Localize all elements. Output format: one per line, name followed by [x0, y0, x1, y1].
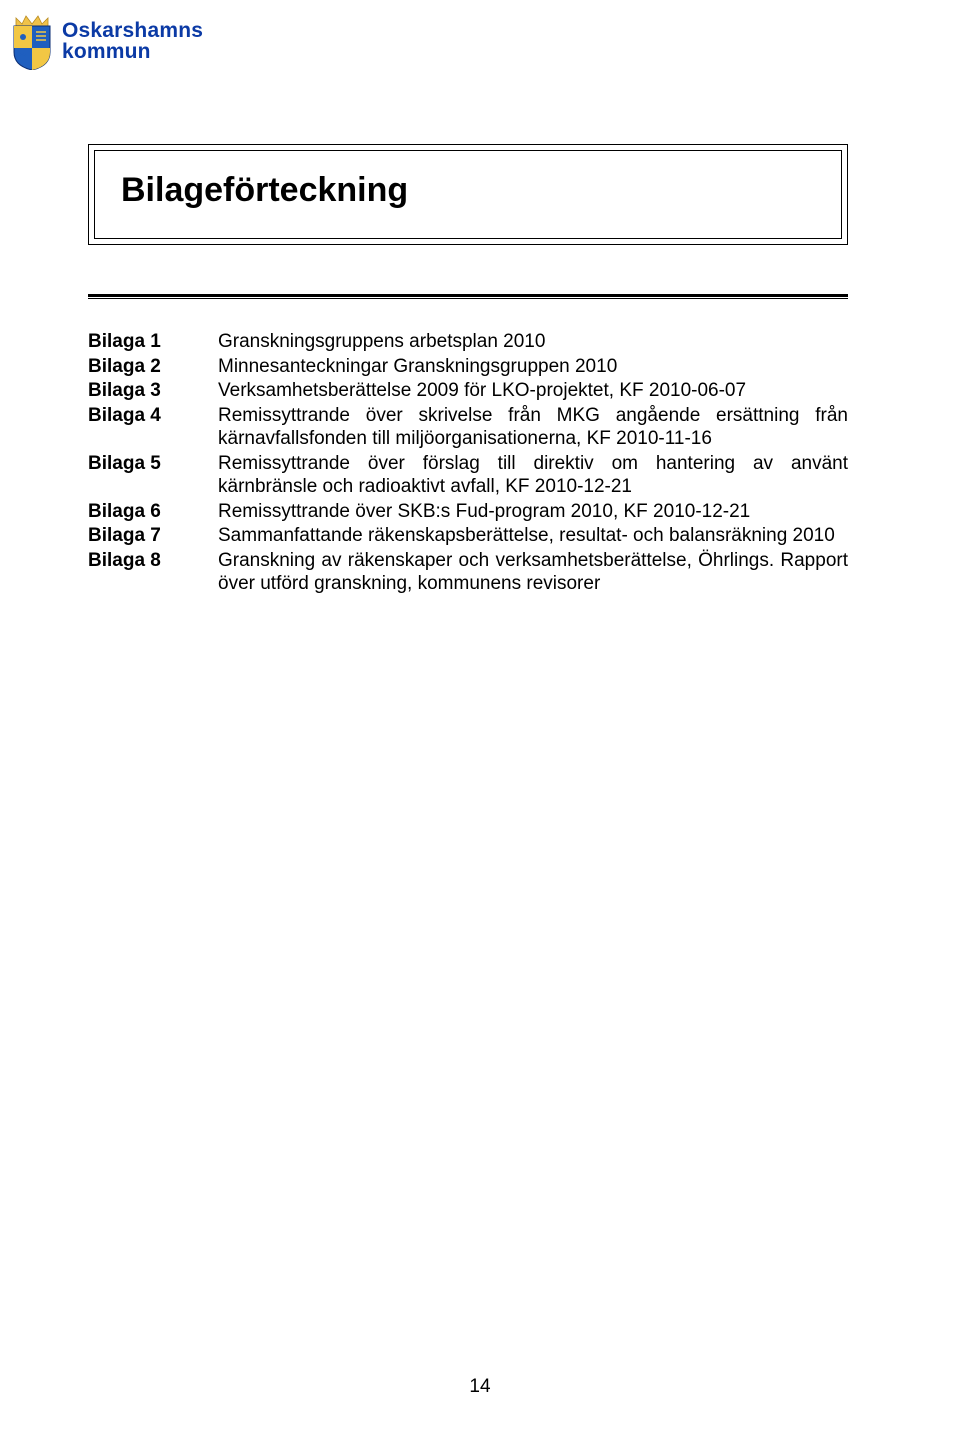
- item-text: Remissyttrande över SKB:s Fud-program 20…: [218, 500, 848, 524]
- item-text: Verksamhetsberättelse 2009 för LKO-proje…: [218, 379, 848, 403]
- list-item: Bilaga 6 Remissyttrande över SKB:s Fud-p…: [88, 500, 848, 524]
- item-text: Sammanfattande räkenskapsberättelse, res…: [218, 524, 848, 548]
- item-label: Bilaga 7: [88, 524, 218, 548]
- page-title: Bilageförteckning: [121, 171, 815, 210]
- item-label: Bilaga 3: [88, 379, 218, 403]
- list-item: Bilaga 8 Granskning av räkenskaper och v…: [88, 549, 848, 596]
- divider-thin: [88, 298, 848, 299]
- list-item: Bilaga 2 Minnesanteckningar Granskningsg…: [88, 355, 848, 379]
- list-item: Bilaga 3 Verksamhetsberättelse 2009 för …: [88, 379, 848, 403]
- document-page: Oskarshamns kommun Bilageförteckning Bil…: [0, 0, 960, 1442]
- item-label: Bilaga 8: [88, 549, 218, 573]
- item-label: Bilaga 5: [88, 452, 218, 476]
- item-text: Granskningsgruppens arbetsplan 2010: [218, 330, 848, 354]
- item-label: Bilaga 4: [88, 404, 218, 428]
- title-box-inner: Bilageförteckning: [94, 150, 842, 239]
- divider-thick: [88, 294, 848, 297]
- municipality-logo: Oskarshamns kommun: [8, 12, 203, 70]
- item-label: Bilaga 1: [88, 330, 218, 354]
- shield-crest-icon: [8, 12, 56, 70]
- item-label: Bilaga 6: [88, 500, 218, 524]
- title-box: Bilageförteckning: [88, 144, 848, 245]
- page-number: 14: [0, 1376, 960, 1398]
- list-item: Bilaga 7 Sammanfattande räkenskapsberätt…: [88, 524, 848, 548]
- logo-line1: Oskarshamns: [62, 20, 203, 41]
- attachment-list: Bilaga 1 Granskningsgruppens arbetsplan …: [88, 330, 848, 597]
- list-item: Bilaga 5 Remissyttrande över förslag til…: [88, 452, 848, 499]
- item-text: Minnesanteckningar Granskningsgruppen 20…: [218, 355, 848, 379]
- item-text: Granskning av räkenskaper och verksamhet…: [218, 549, 848, 596]
- logo-line2: kommun: [62, 41, 203, 62]
- list-item: Bilaga 1 Granskningsgruppens arbetsplan …: [88, 330, 848, 354]
- logo-text: Oskarshamns kommun: [62, 20, 203, 62]
- item-text: Remissyttrande över förslag till direkti…: [218, 452, 848, 499]
- item-label: Bilaga 2: [88, 355, 218, 379]
- item-text: Remissyttrande över skrivelse från MKG a…: [218, 404, 848, 451]
- list-item: Bilaga 4 Remissyttrande över skrivelse f…: [88, 404, 848, 451]
